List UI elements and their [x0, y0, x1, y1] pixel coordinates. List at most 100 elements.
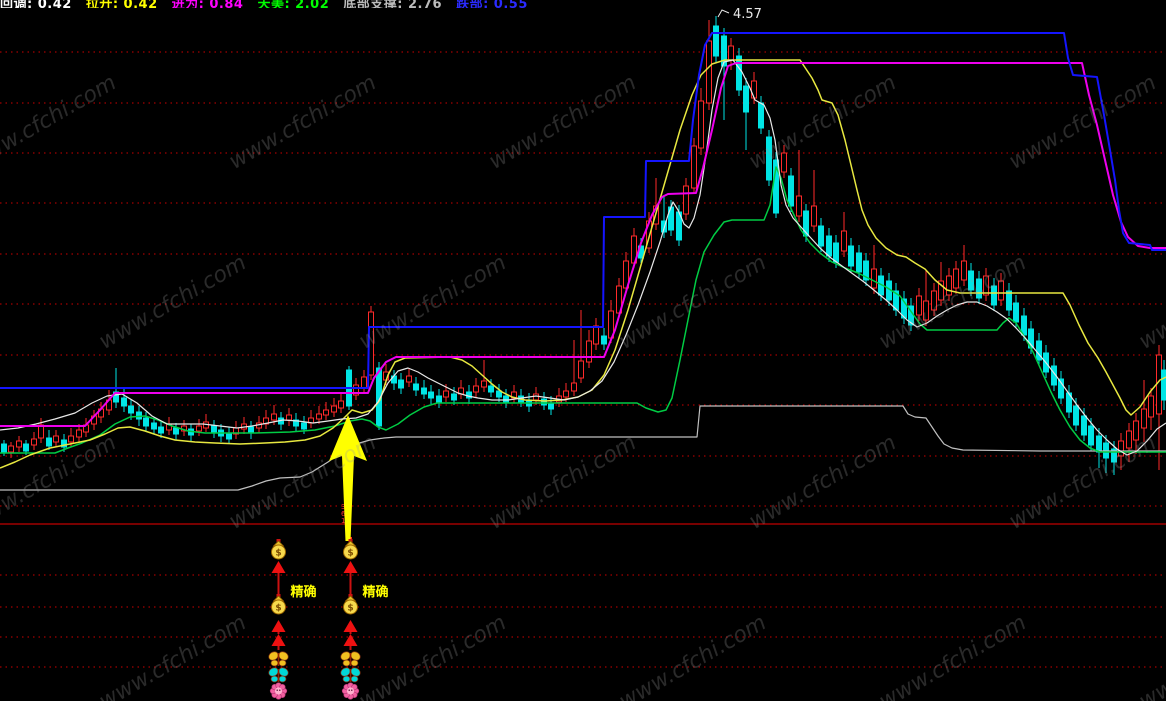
overlay-line-yellow: [0, 59, 1166, 469]
peak-price-label: 4.57: [733, 7, 762, 22]
indicator-value-3: 天美: 2.02: [257, 0, 330, 8]
candle-body: [496, 390, 502, 398]
candle-body: [736, 55, 742, 91]
money-bag-body: [271, 544, 286, 560]
candle-body: [698, 100, 704, 149]
butterfly-wing: [278, 675, 287, 683]
butterfly-wing: [342, 659, 351, 667]
candle-body: [901, 298, 907, 319]
signal-column-1: $ $ 精确: [268, 539, 317, 700]
money-bag-body: [271, 599, 286, 615]
candle-body: [31, 438, 37, 446]
candle-body: [601, 335, 607, 345]
money-bag-dollar: $: [275, 549, 281, 559]
candle-body: [406, 375, 412, 383]
candle-body: [443, 390, 449, 398]
candle-body: [473, 385, 479, 393]
candle-body: [533, 393, 539, 401]
candle-body: [286, 414, 292, 421]
candle-body: [788, 175, 794, 207]
candle-body: [713, 25, 719, 57]
overlay-line-magenta: [0, 62, 1166, 427]
candle-body: [1006, 290, 1012, 311]
candle-body: [1156, 354, 1162, 415]
candle-body: [706, 40, 712, 104]
candle-body: [46, 437, 52, 447]
red-up-arrow: [343, 561, 358, 573]
candle-body: [578, 360, 584, 379]
candle-body: [721, 35, 727, 67]
candle-body: [946, 275, 952, 296]
candle-body: [931, 290, 937, 311]
indicator-value-4: 底部支撑: 2.76: [343, 0, 443, 8]
candle-body: [451, 393, 457, 401]
candle-body: [1161, 369, 1166, 401]
candle-body: [571, 382, 577, 392]
indicator-value-2: 进为: 0.84: [171, 0, 244, 8]
candle-body: [841, 230, 847, 252]
indicator-value-5: 跌部: 0.55: [456, 0, 528, 8]
flower-center: [274, 687, 283, 695]
tiny-red-mark: 6: [341, 510, 346, 518]
butterfly-wing: [350, 659, 359, 667]
overlay-line-green: [0, 166, 1166, 454]
candle-body: [548, 402, 554, 410]
butterfly-wing: [270, 675, 279, 683]
candle-body: [1013, 302, 1019, 323]
candle-body: [293, 419, 299, 427]
candle-body: [991, 285, 997, 306]
candle-body: [968, 270, 974, 291]
overlay-line-blue: [0, 32, 1166, 389]
candle-body: [1126, 430, 1132, 449]
candle-body: [1118, 440, 1124, 457]
overlay-line-gray: [0, 405, 1166, 491]
money-bag-body: [343, 599, 358, 615]
indicator-value-1: 拉升: 0.42: [85, 0, 158, 8]
candle-body: [1058, 378, 1064, 399]
candle-body: [1081, 415, 1087, 436]
candle-body: [541, 398, 547, 406]
candle-body: [833, 242, 839, 263]
candle-body: [503, 395, 509, 403]
candle-body: [961, 260, 967, 281]
candle-body: [53, 435, 59, 443]
candle-body: [953, 268, 959, 289]
candle-body: [16, 440, 22, 448]
candle-body: [983, 275, 989, 296]
candle-body: [173, 427, 179, 435]
overlay-line-white: [0, 59, 1166, 456]
red-up-arrow: [343, 634, 358, 646]
money-bag-body: [343, 544, 358, 560]
candle-body: [8, 445, 14, 453]
candle-body: [226, 432, 232, 440]
signal-label: 精确: [291, 584, 317, 600]
candle-body: [331, 405, 337, 413]
candle-body: [413, 383, 419, 391]
candle-body: [1148, 395, 1154, 418]
candle-body: [151, 422, 157, 430]
candle-body: [121, 397, 127, 407]
red-up-arrow: [271, 561, 286, 573]
candle-body: [421, 387, 427, 395]
candle-body: [61, 439, 67, 448]
candle-body: [563, 390, 569, 398]
candle-body: [323, 409, 329, 416]
money-bag-dollar: $: [275, 604, 281, 614]
candle-body: [398, 379, 404, 389]
tiny-red-mark: 1: [341, 517, 345, 525]
candle-body: [1096, 435, 1102, 453]
candle-body: [826, 235, 832, 257]
peak-pointer-line: [717, 9, 730, 18]
candle-body: [196, 425, 202, 432]
candle-body: [338, 400, 344, 409]
candle-body: [271, 413, 277, 421]
butterfly-wing: [270, 659, 279, 667]
candle-body: [781, 152, 787, 173]
candle-body: [976, 278, 982, 299]
gridlines: [0, 51, 1166, 668]
candle-body: [1133, 420, 1139, 441]
candle-body: [758, 102, 764, 129]
butterfly-wing: [278, 659, 287, 667]
tiny-red-mark: 3: [341, 503, 345, 511]
